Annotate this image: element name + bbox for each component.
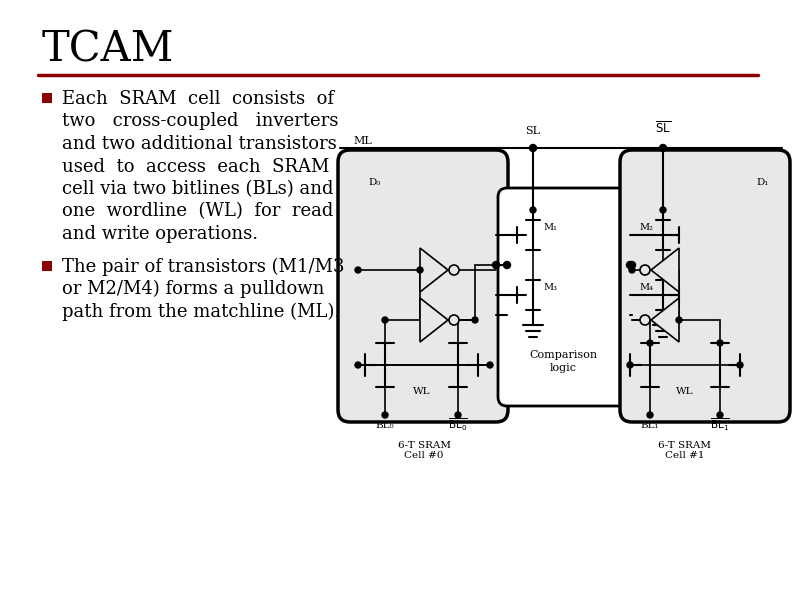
FancyBboxPatch shape [338, 150, 508, 422]
Text: BL₁: BL₁ [641, 421, 659, 430]
Bar [42, 93, 52, 103]
Text: or M2/M4) forms a pulldown: or M2/M4) forms a pulldown [62, 280, 325, 298]
FancyBboxPatch shape [498, 188, 628, 406]
Text: $\overline{\mathrm{BL_1}}$: $\overline{\mathrm{BL_1}}$ [710, 416, 730, 433]
Circle shape [647, 412, 653, 418]
Polygon shape [420, 298, 448, 342]
Circle shape [660, 145, 666, 152]
Text: $\overline{\mathrm{SL}}$: $\overline{\mathrm{SL}}$ [655, 120, 671, 136]
Circle shape [382, 317, 388, 323]
Text: M₃: M₃ [543, 283, 557, 292]
Text: Cell #1: Cell #1 [665, 452, 705, 461]
Bar [42, 261, 52, 271]
Circle shape [627, 362, 633, 368]
Text: two   cross-coupled   inverters: two cross-coupled inverters [62, 112, 338, 130]
Text: ML: ML [353, 136, 372, 146]
Circle shape [737, 362, 743, 368]
Circle shape [530, 145, 537, 152]
Text: SL: SL [526, 126, 541, 136]
Text: used  to  access  each  SRAM: used to access each SRAM [62, 158, 330, 176]
Circle shape [626, 261, 634, 268]
Text: D₁: D₁ [757, 178, 769, 187]
Text: Cell #0: Cell #0 [404, 452, 444, 461]
Text: D₀: D₀ [368, 178, 380, 187]
Circle shape [640, 265, 650, 275]
Text: TCAM: TCAM [42, 28, 175, 70]
Circle shape [676, 317, 682, 323]
Text: M₂: M₂ [639, 223, 653, 231]
Circle shape [640, 315, 650, 325]
Polygon shape [651, 248, 679, 292]
Circle shape [629, 267, 635, 273]
Circle shape [629, 261, 635, 268]
Circle shape [487, 362, 493, 368]
Text: $\overline{\mathrm{BL_0}}$: $\overline{\mathrm{BL_0}}$ [448, 416, 468, 433]
Text: Comparison: Comparison [529, 350, 597, 360]
Polygon shape [420, 248, 448, 292]
Text: Each  SRAM  cell  consists  of: Each SRAM cell consists of [62, 90, 334, 108]
Text: 6-T SRAM: 6-T SRAM [658, 440, 711, 449]
Circle shape [355, 362, 361, 368]
Circle shape [455, 412, 461, 418]
Text: and write operations.: and write operations. [62, 225, 258, 243]
Circle shape [449, 315, 459, 325]
Circle shape [449, 265, 459, 275]
Circle shape [717, 412, 723, 418]
Text: logic: logic [549, 363, 576, 373]
Circle shape [717, 340, 723, 346]
Circle shape [503, 261, 511, 268]
Text: M₄: M₄ [639, 283, 653, 292]
Circle shape [355, 267, 361, 273]
Circle shape [382, 412, 388, 418]
Text: BL₀: BL₀ [376, 421, 395, 430]
Circle shape [492, 261, 499, 268]
Text: WL: WL [676, 387, 694, 396]
Text: M₁: M₁ [543, 223, 557, 231]
Text: one  wordline  (WL)  for  read: one wordline (WL) for read [62, 202, 333, 221]
Text: path from the matchline (ML).: path from the matchline (ML). [62, 302, 341, 321]
Circle shape [472, 317, 478, 323]
Text: 6-T SRAM: 6-T SRAM [398, 440, 450, 449]
Text: WL: WL [413, 387, 431, 396]
Circle shape [660, 207, 666, 213]
FancyBboxPatch shape [620, 150, 790, 422]
Text: and two additional transistors: and two additional transistors [62, 135, 337, 153]
Circle shape [417, 267, 423, 273]
Circle shape [530, 207, 536, 213]
Text: cell via two bitlines (BLs) and: cell via two bitlines (BLs) and [62, 180, 333, 198]
Polygon shape [651, 298, 679, 342]
Circle shape [647, 340, 653, 346]
Text: The pair of transistors (M1/M3: The pair of transistors (M1/M3 [62, 258, 345, 275]
